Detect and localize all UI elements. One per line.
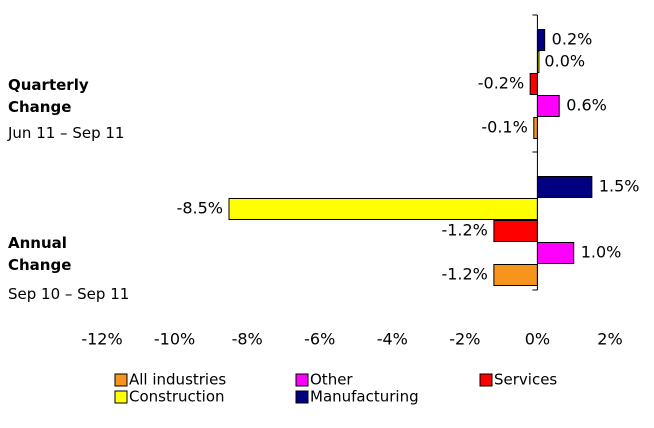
value-label: -8.5% bbox=[177, 199, 223, 218]
legend-swatch bbox=[114, 390, 128, 404]
bar bbox=[529, 73, 538, 95]
legend-label: Other bbox=[310, 371, 353, 389]
value-label: 1.5% bbox=[599, 177, 640, 196]
x-tick-label: -10% bbox=[154, 330, 195, 349]
value-label: -0.2% bbox=[478, 74, 524, 93]
legend-swatch bbox=[114, 373, 128, 387]
value-label: -0.1% bbox=[481, 118, 527, 137]
bar bbox=[536, 95, 560, 117]
legend-swatch bbox=[295, 373, 309, 387]
legend-swatch bbox=[295, 390, 309, 404]
value-label: -1.2% bbox=[441, 221, 487, 240]
x-tick-label: -8% bbox=[232, 330, 263, 349]
legend-label: Construction bbox=[129, 388, 225, 406]
x-tick-label: 0% bbox=[525, 330, 550, 349]
group-label: Annual Change bbox=[8, 234, 72, 274]
legend-label: All industries bbox=[129, 371, 226, 389]
x-tick-label: 2% bbox=[597, 330, 622, 349]
bar bbox=[536, 242, 575, 264]
legend-label: Manufacturing bbox=[310, 388, 419, 406]
group-period: Jun 11 – Sep 11 bbox=[8, 124, 125, 142]
bar bbox=[533, 117, 538, 139]
value-label: 1.0% bbox=[581, 243, 622, 262]
value-label: 0.0% bbox=[544, 52, 585, 71]
value-label: -1.2% bbox=[441, 265, 487, 284]
x-tick-label: -6% bbox=[304, 330, 335, 349]
value-label: 0.6% bbox=[566, 96, 607, 115]
value-label: 0.2% bbox=[552, 30, 593, 49]
legend-swatch bbox=[479, 373, 493, 387]
bar bbox=[536, 176, 593, 198]
legend-label: Services bbox=[494, 371, 557, 389]
bar bbox=[493, 220, 538, 242]
x-tick-label: -12% bbox=[81, 330, 122, 349]
bar bbox=[493, 264, 538, 286]
group-period: Sep 10 – Sep 11 bbox=[8, 285, 130, 303]
x-tick-label: -2% bbox=[449, 330, 480, 349]
bar bbox=[228, 198, 538, 220]
bar bbox=[536, 29, 546, 51]
group-label: Quarterly Change bbox=[8, 76, 89, 116]
x-tick-label: -4% bbox=[377, 330, 408, 349]
